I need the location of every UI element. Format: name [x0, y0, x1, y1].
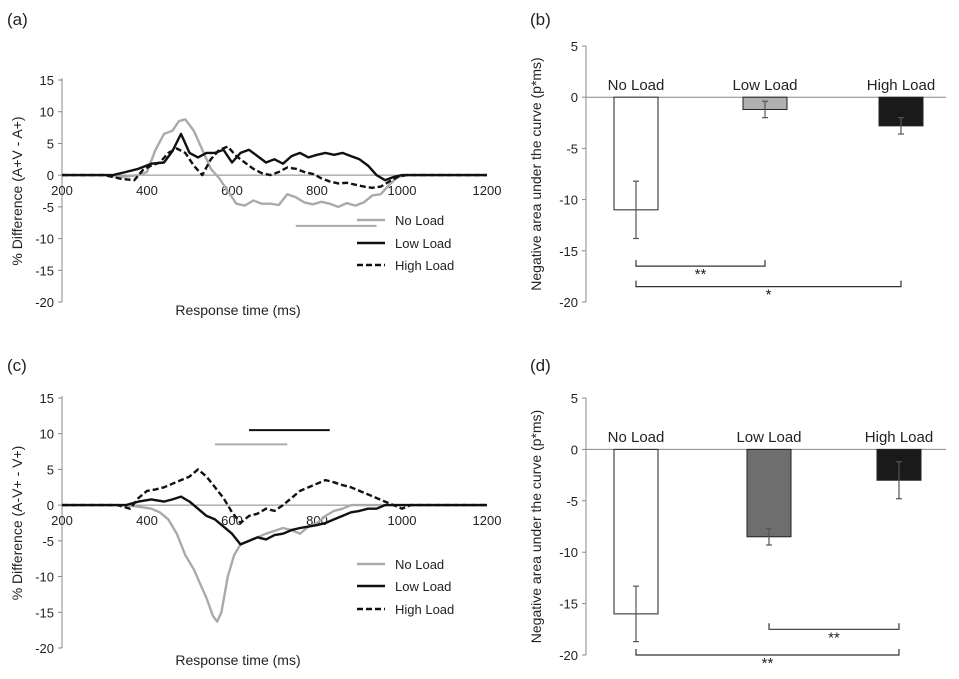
y-tick-label: 0 — [47, 498, 54, 513]
y-tick-label: -10 — [559, 545, 578, 560]
y-tick-label: -10 — [35, 232, 54, 247]
x-tick-label: 600 — [221, 183, 243, 198]
panel-label: (c) — [7, 356, 27, 375]
legend-label: High Load — [395, 258, 454, 273]
y-tick-label: -10 — [559, 193, 578, 208]
x-tick-label: 400 — [136, 183, 158, 198]
y-tick-label: -15 — [35, 263, 54, 278]
significance-bracket — [635, 280, 902, 288]
y-axis-title: Negative area under the curve (p*ms) — [528, 57, 544, 290]
y-tick-label: -20 — [35, 641, 54, 656]
y-tick-label: 15 — [40, 73, 54, 88]
y-tick-label: 0 — [47, 168, 54, 183]
x-axis-title: Response time (ms) — [175, 652, 300, 668]
y-tick-label: 5 — [571, 391, 578, 406]
series-line-high-load — [62, 468, 487, 525]
series-line-high-load — [62, 145, 487, 189]
category-label: Low Load — [732, 77, 797, 94]
y-tick-label: -15 — [559, 597, 578, 612]
significance-label: ** — [762, 655, 774, 672]
category-label: High Load — [867, 77, 935, 94]
significance-bracket — [768, 623, 900, 630]
y-tick-label: -15 — [35, 605, 54, 620]
y-tick-label: -5 — [42, 200, 54, 215]
x-tick-label: 200 — [51, 183, 73, 198]
panel-label: (d) — [530, 356, 551, 375]
category-label: Low Load — [736, 429, 801, 446]
x-tick-label: 1200 — [473, 183, 502, 198]
y-tick-label: -5 — [566, 494, 578, 509]
panel-3-bar-chart: (d) 5 0 -5 -10 -15 -20 Negative area under the … — [528, 356, 946, 672]
series-line-low-load — [62, 495, 487, 546]
y-tick-label: -20 — [35, 295, 54, 310]
y-tick-label: 15 — [40, 391, 54, 406]
x-tick-label: 800 — [306, 183, 328, 198]
legend-label: High Load — [395, 602, 454, 617]
y-tick-label: -5 — [42, 534, 54, 549]
y-tick-label: 10 — [40, 105, 54, 120]
significance-label: ** — [828, 629, 840, 646]
y-tick-label: 0 — [571, 442, 578, 457]
y-tick-label: 5 — [571, 39, 578, 54]
y-tick-label: 0 — [571, 90, 578, 105]
y-axis-title: % Difference (A-V+ - V+) — [9, 446, 25, 601]
x-tick-label: 200 — [51, 513, 73, 528]
panel-label: (a) — [7, 10, 28, 29]
category-label: No Load — [608, 77, 665, 94]
category-label: No Load — [608, 429, 665, 446]
panel-0-line-chart: (a) 15 10 5 0 -5 -10 -15 -20 200 400 600 800 1000 1200… — [7, 10, 501, 318]
x-axis-title: Response time (ms) — [175, 302, 300, 318]
significance-label: * — [766, 287, 772, 304]
significance-label: ** — [695, 266, 707, 283]
legend-label: Low Load — [395, 579, 451, 594]
y-tick-label: -10 — [35, 570, 54, 585]
legend-label: Low Load — [395, 236, 451, 251]
x-tick-label: 1000 — [388, 513, 417, 528]
y-tick-label: -5 — [566, 141, 578, 156]
panel-1-bar-chart: (b) 5 0 -5 -10 -15 -20 Negative area under the … — [528, 10, 946, 310]
y-tick-label: 10 — [40, 427, 54, 442]
series-line-no-load — [62, 118, 487, 209]
series-line-no-load — [62, 503, 487, 623]
significance-bracket — [635, 260, 766, 267]
y-tick-label: 5 — [47, 462, 54, 477]
panel-label: (b) — [530, 10, 551, 29]
category-label: High Load — [865, 429, 933, 446]
x-tick-label: 1000 — [388, 183, 417, 198]
legend-label: No Load — [395, 213, 444, 228]
x-tick-label: 600 — [221, 513, 243, 528]
y-tick-label: -20 — [559, 648, 578, 663]
x-tick-label: 400 — [136, 513, 158, 528]
y-tick-label: -20 — [559, 295, 578, 310]
bar-low-load — [746, 448, 792, 538]
x-tick-label: 1200 — [473, 513, 502, 528]
significance-bracket — [635, 649, 900, 656]
series-line-low-load — [62, 132, 487, 182]
y-tick-label: 5 — [47, 136, 54, 151]
y-axis-title: % Difference (A+V - A+) — [9, 116, 25, 265]
y-axis-title: Negative area under the curve (p*ms) — [528, 410, 544, 643]
legend-label: No Load — [395, 557, 444, 572]
y-tick-label: -15 — [559, 244, 578, 259]
